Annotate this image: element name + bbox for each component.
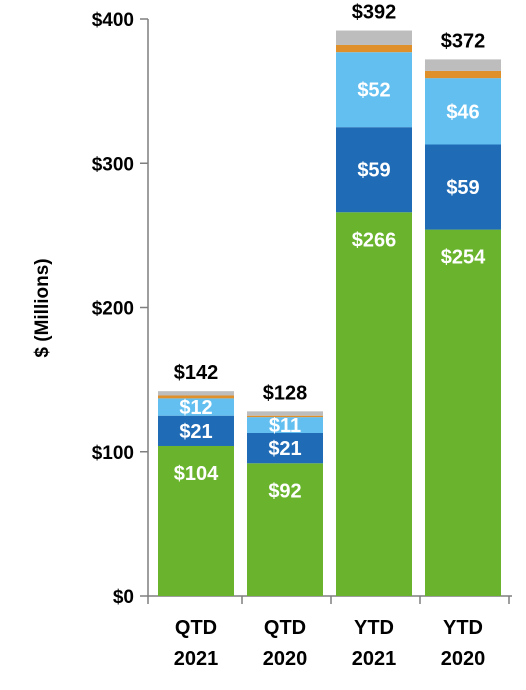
x-category-label: 2020 [441, 648, 486, 670]
bar-segment [158, 391, 234, 396]
bar-total-label: $142 [174, 362, 219, 384]
y-tick-label: $300 [92, 154, 134, 175]
x-category-label: QTD [264, 617, 306, 639]
bar-segment [247, 432, 323, 464]
x-category-label: YTD [354, 617, 394, 639]
y-tick-label: $100 [92, 443, 134, 464]
bar-segment [336, 30, 412, 45]
segment-data-label: $92 [268, 480, 301, 502]
bar-segment [336, 127, 412, 213]
y-axis-label: $ (Millions) [32, 258, 53, 357]
x-category-label: QTD [175, 617, 217, 639]
bar-total-label: $128 [263, 382, 308, 404]
bar-total-label: $372 [441, 30, 486, 52]
bar-segment [158, 445, 234, 596]
bar-segment [425, 78, 501, 145]
y-tick-label: $0 [113, 587, 134, 608]
bar-total-label: $392 [352, 2, 397, 24]
y-tick-label: $200 [92, 299, 134, 320]
bar-segment [247, 417, 323, 433]
bar-segment [425, 59, 501, 71]
bar-segment [425, 70, 501, 79]
segment-data-label: $21 [179, 421, 212, 443]
segment-data-label: $59 [446, 177, 479, 199]
bar-segment [247, 411, 323, 416]
bar-segment [247, 463, 323, 596]
bar-segment [425, 144, 501, 230]
bar-segment [158, 395, 234, 399]
y-tick-label: $400 [92, 10, 134, 31]
segment-data-label: $11 [269, 415, 301, 437]
segment-data-label: $52 [357, 80, 390, 102]
segment-data-label: $104 [174, 463, 219, 485]
bar-segment [158, 415, 234, 446]
x-category-label: YTD [443, 617, 483, 639]
segment-data-label: $254 [441, 247, 486, 269]
bar-segment [425, 229, 501, 597]
plot-area: $0$100$200$300$400$104$21$12$142QTD2021$… [92, 2, 512, 670]
segment-data-label: $12 [179, 397, 212, 419]
x-category-label: 2021 [174, 648, 219, 670]
x-category-label: 2021 [352, 648, 397, 670]
bar-segment [336, 44, 412, 53]
bar-segment [247, 415, 323, 418]
x-category-label: 2020 [263, 648, 308, 670]
bar-segment [336, 52, 412, 128]
segment-data-label: $46 [446, 101, 479, 123]
segment-data-label: $59 [357, 160, 390, 182]
segment-data-label: $21 [268, 438, 301, 460]
segment-data-label: $266 [352, 229, 397, 251]
bar-segment [336, 212, 412, 597]
bar-segment [158, 398, 234, 416]
